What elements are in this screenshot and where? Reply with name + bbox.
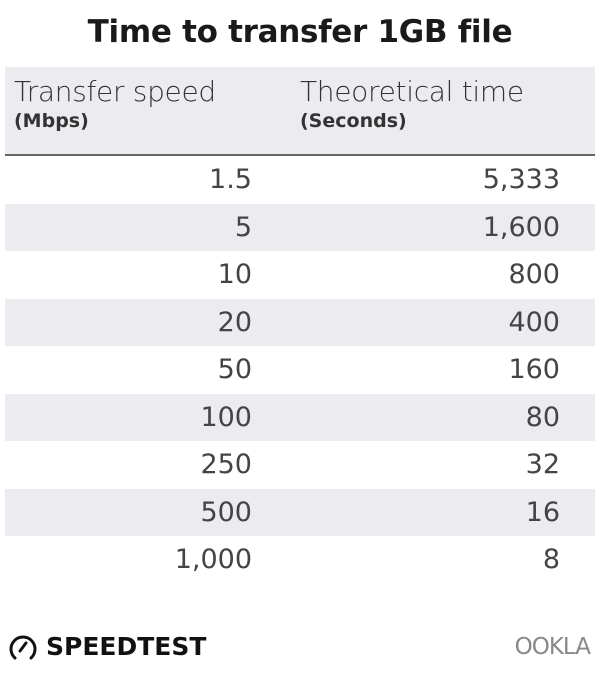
table-row: 500 16 (5, 488, 595, 536)
theoretical-time-cell: 160 (508, 354, 560, 385)
table-row: 250 32 (5, 441, 595, 489)
table-row: 100 80 (5, 393, 595, 441)
table-row: 1.5 5,333 (5, 156, 595, 204)
theoretical-time-cell: 80 (525, 401, 560, 433)
speedtest-logo: SPEEDTEST (8, 632, 206, 661)
transfer-speed-cell: 1.5 (209, 164, 252, 195)
theoretical-time-cell: 32 (525, 449, 560, 480)
transfer-speed-cell: 50 (217, 354, 252, 385)
speedtest-wordmark: SPEEDTEST (46, 632, 207, 661)
speedometer-icon (9, 635, 37, 659)
transfer-speed-cell: 1,000 (174, 544, 252, 575)
theoretical-time-cell: 8 (542, 544, 560, 575)
column-label: Theoretical time (300, 75, 524, 108)
table-header: Transfer speed (Mbps) Theoretical time (… (5, 67, 595, 156)
transfer-speed-cell: 20 (217, 306, 252, 338)
theoretical-time-cell: 5,333 (482, 164, 560, 195)
column-header-time: Theoretical time (Seconds) (300, 75, 524, 132)
transfer-speed-cell: 5 (234, 211, 252, 243)
column-label: Transfer speed (14, 75, 216, 108)
transfer-speed-cell: 500 (200, 496, 252, 528)
table-row: 10 800 (5, 251, 595, 299)
table-body: 1.5 5,333 5 1,600 10 800 20 400 50 160 100 80 250 32 5… (5, 156, 595, 584)
table-row: 1,000 8 (5, 536, 595, 584)
theoretical-time-cell: 16 (525, 496, 560, 528)
chart-title: Time to transfer 1GB file (87, 14, 513, 50)
table-row: 5 1,600 (5, 203, 595, 251)
ookla-logo: OOKLA (514, 634, 591, 660)
transfer-speed-cell: 250 (200, 449, 252, 480)
table-row: 50 160 (5, 346, 595, 394)
transfer-speed-cell: 100 (200, 401, 252, 433)
column-unit: (Seconds) (300, 110, 407, 132)
column-header-speed: Transfer speed (Mbps) (14, 75, 216, 132)
theoretical-time-cell: 400 (508, 306, 560, 338)
table-row: 20 400 (5, 298, 595, 346)
theoretical-time-cell: 800 (508, 259, 560, 290)
transfer-speed-cell: 10 (217, 259, 252, 290)
column-unit: (Mbps) (14, 110, 89, 132)
theoretical-time-cell: 1,600 (482, 211, 560, 243)
transfer-table: Transfer speed (Mbps) Theoretical time (… (5, 67, 595, 584)
